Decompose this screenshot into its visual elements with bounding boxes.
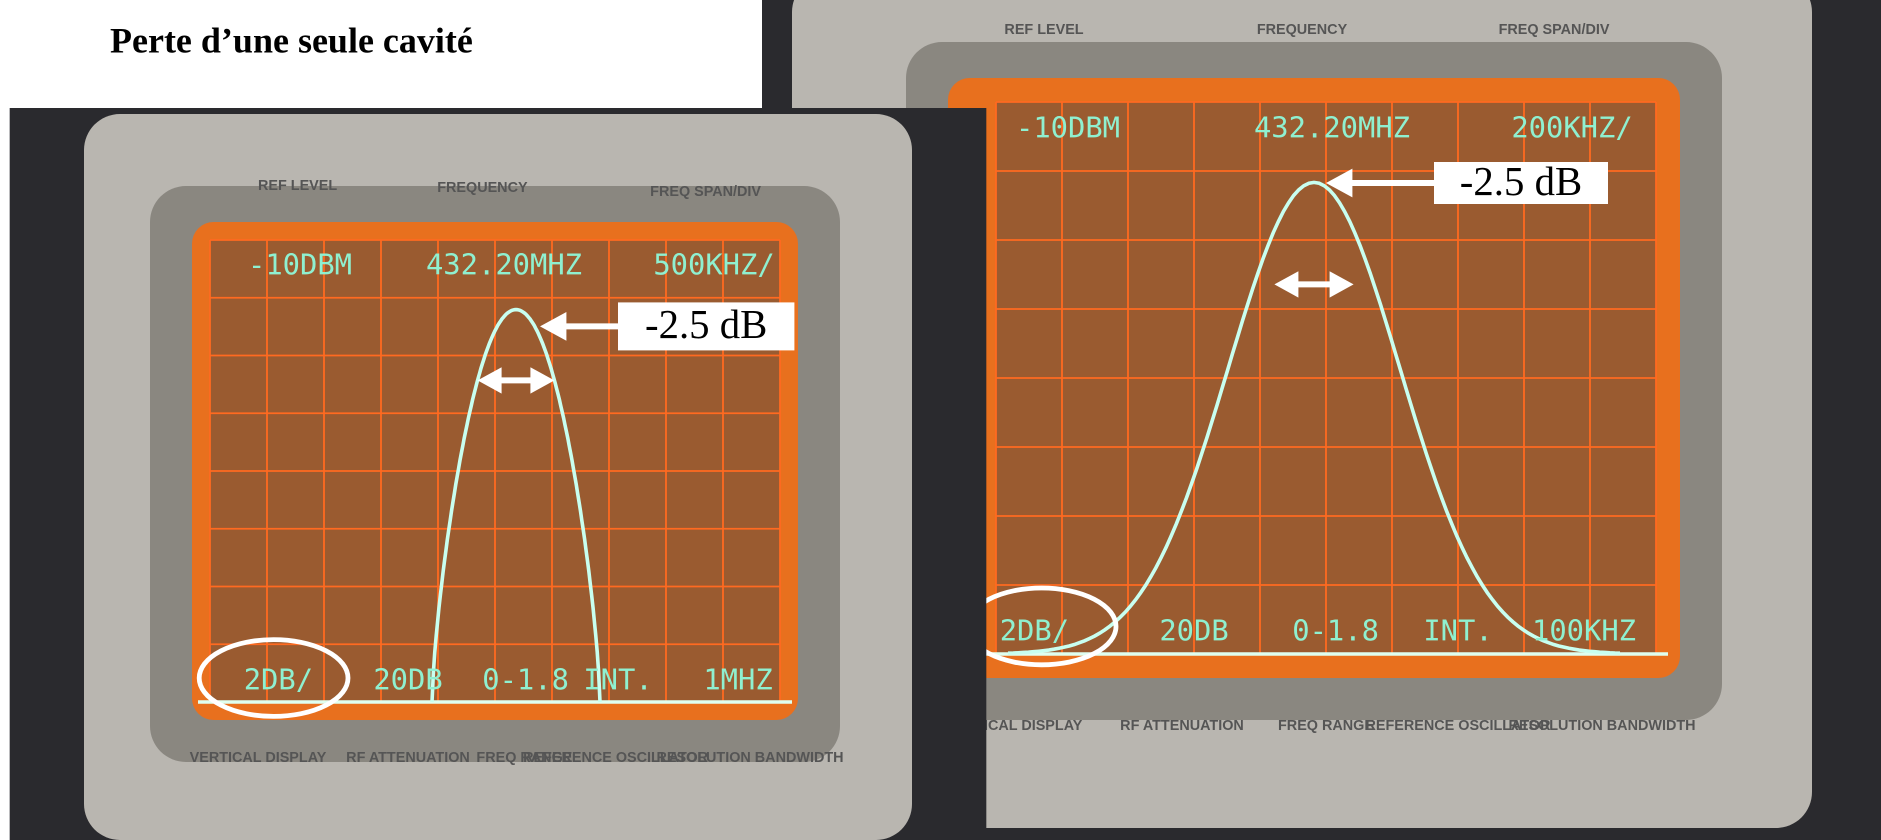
screen-readout: 1MHZ — [703, 663, 772, 697]
screen-readout: INT. — [1423, 613, 1492, 647]
screen-readout: -10DBM — [1016, 111, 1120, 145]
screen-readout: 20DB — [1159, 613, 1228, 647]
bezel-label: FREQ SPAN/DIV — [650, 184, 761, 200]
bezel-label: RESOLUTION BANDWIDTH — [1508, 718, 1695, 734]
screen-readout: INT. — [583, 663, 652, 697]
bezel-label: REF LEVEL — [1004, 22, 1083, 38]
screen-readout: 0-1.8 — [1292, 613, 1379, 647]
photo-panel: -10DBM 432.20MHZ 500KHZ/2DB/20DB 0-1.8 INT. 1… — [10, 108, 987, 840]
annotation-text: -2.5 dB — [645, 302, 767, 347]
bezel-label: FREQUENCY — [437, 180, 528, 196]
bezel-label: RF ATTENUATION — [1120, 718, 1244, 734]
screen-readout: -10DBM — [248, 247, 352, 281]
slide: Perte d’une seule cavité -10DBM 432.20MHZ… — [0, 0, 1881, 840]
screen-readout: 0-1.8 — [482, 663, 569, 697]
bezel-label: FREQUENCY — [1257, 22, 1348, 38]
screen-readout: 20DB — [373, 663, 442, 697]
screen-readout: 432.20MHZ — [1254, 111, 1410, 145]
slide-title: Perte d’une seule cavité — [110, 20, 473, 60]
photo: -10DBM 432.20MHZ 500KHZ/2DB/20DB 0-1.8 INT. 1… — [10, 108, 987, 840]
bezel-label: VERTICAL DISPLAY — [190, 750, 327, 766]
bezel-label: FREQ SPAN/DIV — [1499, 22, 1610, 38]
bezel-label: FREQ RANGE — [1278, 718, 1374, 734]
screen-readout: 100KHZ — [1532, 613, 1636, 647]
screen-readout: 2DB/ — [244, 663, 313, 697]
screen-readout: 500KHZ/ — [653, 247, 774, 281]
screen-readout: 432.20MHZ — [426, 247, 582, 281]
screen-readout: 2DB/ — [1000, 613, 1069, 647]
bezel-label: RF ATTENUATION — [346, 750, 470, 766]
bezel-label: REF LEVEL — [258, 178, 337, 194]
bezel-label: RESOLUTION BANDWIDTH — [656, 750, 843, 766]
annotation-text: -2.5 dB — [1460, 159, 1582, 204]
screen-readout: 200KHZ/ — [1511, 111, 1632, 145]
